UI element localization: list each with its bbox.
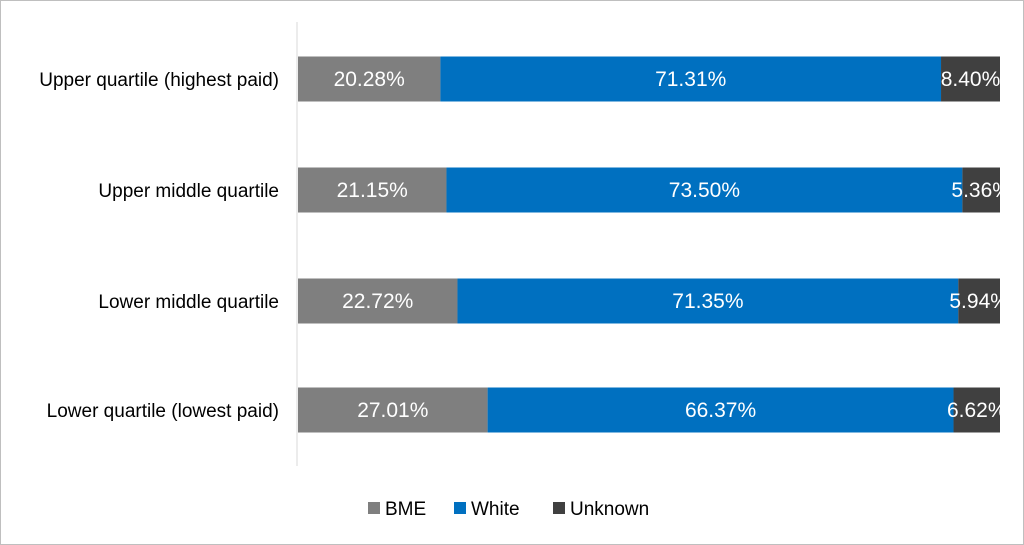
bar-bme-2 — [298, 167, 447, 213]
bar-unknown-1 — [941, 56, 1000, 102]
legend-swatch-bme — [368, 502, 380, 514]
data-label-unknown-2: 5.36% — [951, 179, 1011, 202]
bar-unknown-2 — [962, 167, 1000, 213]
data-label-white-4: 66.37% — [685, 399, 756, 422]
data-label-white-2: 73.50% — [669, 179, 740, 202]
bar-bme-3 — [298, 278, 458, 324]
bars-group: 20.28% 71.31% 8.40% 21.15% 73.50% 5.36% 22.72%… — [298, 56, 1011, 433]
data-label-bme-2: 21.15% — [337, 179, 408, 202]
category-label-3: Lower middle quartile — [98, 292, 279, 313]
data-label-bme-3: 22.72% — [342, 290, 413, 313]
legend-swatch-white — [454, 502, 466, 514]
category-label-2: Upper middle quartile — [98, 181, 279, 202]
legend-swatch-unknown — [553, 502, 565, 514]
category-label-1: Upper quartile (highest paid) — [39, 70, 279, 91]
bar-white-2 — [446, 167, 963, 213]
legend-label-unknown: Unknown — [570, 499, 649, 520]
bar-white-4 — [487, 387, 954, 433]
bar-white-3 — [457, 278, 959, 324]
data-label-bme-4: 27.01% — [357, 399, 428, 422]
legend-label-bme: BME — [385, 499, 426, 520]
legend: BME White Unknown — [368, 499, 649, 520]
bar-bme-4 — [298, 387, 488, 433]
data-label-bme-1: 20.28% — [334, 68, 405, 91]
data-label-unknown-1: 8.40% — [941, 68, 1001, 91]
bar-unknown-4 — [953, 387, 1000, 433]
data-label-unknown-3: 5.94% — [949, 290, 1009, 313]
data-label-unknown-4: 6.62% — [947, 399, 1007, 422]
data-label-white-3: 71.35% — [672, 290, 743, 313]
legend-label-white: White — [471, 499, 520, 520]
category-labels: Upper quartile (highest paid) Upper middl… — [39, 70, 279, 422]
bar-bme-1 — [298, 56, 441, 102]
bar-unknown-3 — [958, 278, 1000, 324]
category-label-4: Lower quartile (lowest paid) — [47, 401, 279, 422]
bar-white-1 — [440, 56, 942, 102]
data-label-white-1: 71.31% — [655, 68, 726, 91]
